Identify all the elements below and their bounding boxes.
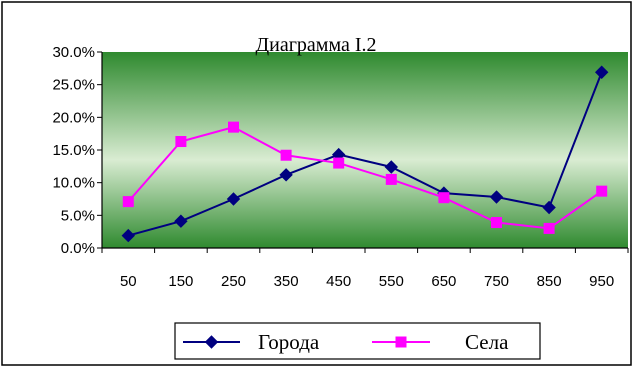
data-point bbox=[543, 222, 555, 234]
y-tick-label: 30.0% bbox=[52, 44, 95, 61]
x-tick-label: 350 bbox=[274, 273, 299, 290]
legend-marker bbox=[395, 336, 407, 348]
data-point bbox=[121, 228, 136, 243]
series-line bbox=[127, 126, 603, 230]
data-point bbox=[489, 190, 504, 204]
x-tick-label: 50 bbox=[120, 273, 137, 290]
data-point bbox=[438, 192, 450, 204]
x-tick-label: 450 bbox=[326, 273, 351, 290]
y-tick-label: 25.0% bbox=[52, 77, 95, 94]
y-tick-label: 0.0% bbox=[61, 240, 95, 257]
y-tick-label: 5.0% bbox=[61, 207, 95, 224]
x-tick-label: 850 bbox=[537, 273, 562, 290]
x-tick-label: 250 bbox=[221, 273, 246, 290]
x-tick-label: 650 bbox=[431, 273, 456, 290]
plot-area bbox=[102, 52, 628, 248]
data-point bbox=[491, 217, 502, 229]
data-point bbox=[594, 65, 609, 79]
x-tick-label: 750 bbox=[484, 273, 509, 290]
legend-label: Города bbox=[258, 330, 320, 354]
y-tick-label: 15.0% bbox=[52, 142, 95, 159]
legend-marker bbox=[204, 335, 219, 349]
y-tick-label: 20.0% bbox=[52, 109, 95, 126]
series-layer bbox=[121, 65, 609, 243]
data-point bbox=[226, 192, 241, 206]
chart-title: Диаграмма I.2 bbox=[255, 34, 376, 56]
y-tick-labels: 0.0% 5.0% 10.0% 15.0% 20.0% 25.0% 30.0% bbox=[52, 44, 95, 257]
legend-item-1: Города bbox=[183, 330, 320, 354]
legend-item-2: Села bbox=[372, 330, 509, 354]
data-point bbox=[542, 200, 556, 215]
series-2 bbox=[122, 121, 608, 234]
legend-label: Села bbox=[465, 330, 509, 354]
axes bbox=[97, 51, 629, 253]
legend: Города Села bbox=[174, 322, 541, 360]
data-point bbox=[384, 160, 399, 174]
data-point bbox=[122, 196, 134, 208]
data-point bbox=[280, 149, 292, 161]
data-point bbox=[385, 173, 397, 185]
data-point bbox=[175, 136, 187, 148]
data-point bbox=[228, 121, 239, 133]
data-point bbox=[279, 168, 293, 182]
data-point bbox=[333, 157, 345, 169]
data-point bbox=[174, 214, 188, 228]
y-tick-label: 10.0% bbox=[52, 175, 95, 192]
x-tick-labels: 50 150 250 350 450 550 650 750 850 950 bbox=[120, 273, 614, 290]
x-tick-label: 150 bbox=[168, 273, 193, 290]
series-line bbox=[128, 71, 603, 237]
x-tick-label: 550 bbox=[379, 273, 404, 290]
data-point bbox=[596, 185, 608, 197]
x-tick-label: 950 bbox=[589, 273, 614, 290]
series-1 bbox=[121, 65, 609, 243]
